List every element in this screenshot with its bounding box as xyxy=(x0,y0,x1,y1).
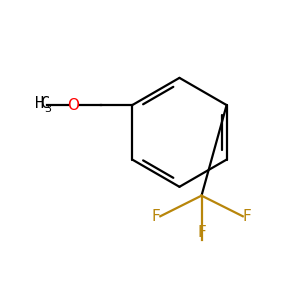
Text: F: F xyxy=(243,209,251,224)
Text: C: C xyxy=(41,96,50,111)
Text: H: H xyxy=(35,96,44,111)
Text: O: O xyxy=(68,98,80,112)
Text: 3: 3 xyxy=(44,103,51,114)
Text: F: F xyxy=(197,225,206,240)
Text: F: F xyxy=(152,209,160,224)
